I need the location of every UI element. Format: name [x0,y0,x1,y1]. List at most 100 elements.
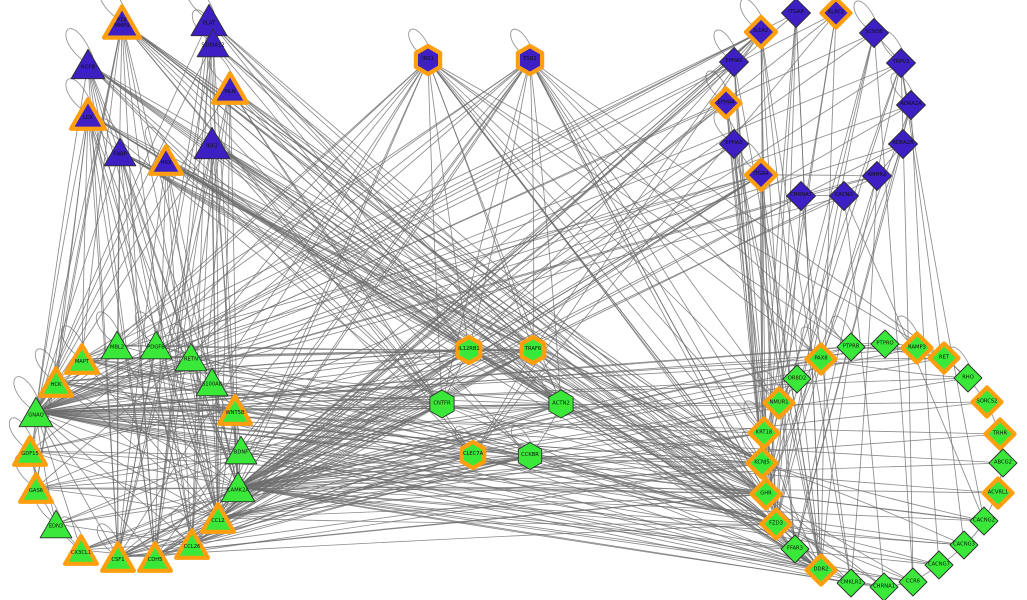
graph-node-esr2[interactable]: ESR2 [510,40,550,80]
edge [121,21,474,456]
graph-node-cmklr1[interactable]: CMKLR1 [834,566,868,600]
graph-node-irs1[interactable]: IRS1 [408,40,448,80]
graph-node-cckbr[interactable]: CCKBR [514,440,547,473]
graph-node-il12rb1[interactable]: IL12RB1 [450,331,488,369]
edge [29,450,219,519]
edge [217,493,767,519]
graph-node-ccr6[interactable]: CCR6 [896,565,930,599]
graph-node-klrf2[interactable]: KLRF2 [815,0,856,34]
edge [795,12,822,571]
edge [60,325,88,360]
edge [820,346,852,571]
edge [165,159,193,545]
edge [35,113,89,413]
edge [237,486,796,550]
edge [154,19,210,558]
edge [890,72,916,106]
edge [240,59,531,451]
graph-node-adra2b[interactable]: ADRA2B [886,127,921,162]
edge [761,462,965,546]
graph-node-igf2[interactable]: IGF2 [192,123,232,163]
edge [95,311,123,346]
edge [80,517,219,551]
graph-node-bdnf[interactable]: BDNF [223,432,259,468]
graph-node-gnaq[interactable]: GNAQ [17,393,55,431]
edge [760,31,796,550]
graph-node-mbl2[interactable]: MBL2 [99,327,135,363]
edge [529,59,822,360]
edge [35,411,985,522]
edge [713,29,739,63]
edge [81,358,562,405]
graph-node-ccl26[interactable]: CCL26 [171,523,213,565]
graph-node-itga8[interactable]: ITGA8 [779,0,814,30]
graph-node-fnbp[interactable]: FNBP [102,134,138,170]
graph-node-clec7a[interactable]: CLEC7A [454,436,492,474]
edge [190,356,777,525]
edge [472,454,822,571]
graph-node-itga4[interactable]: ITGA4 [740,154,782,196]
graph-node-actn2[interactable]: ACTN2 [544,387,578,421]
edge [237,433,1001,488]
edge [532,349,777,525]
edge [775,523,940,566]
graph-node-amhr2[interactable]: AMHR2 [860,159,895,194]
graph-node-cntfr[interactable]: CNTFR [425,387,459,421]
edge [35,411,763,464]
edge [117,42,214,558]
graph-node-epha4[interactable]: EPHA4 [705,82,746,123]
graph-node-s100a12[interactable]: S100A12 [195,25,231,61]
edge [55,381,219,519]
edge [55,113,89,383]
graph-node-hrx[interactable]: HRX [145,139,187,181]
edge [800,537,826,571]
edge [441,403,763,464]
graph-node-gas6[interactable]: GAS6 [15,467,57,509]
edge [472,454,763,464]
edge [843,195,885,588]
edge [35,401,988,413]
graph-node-ptx[interactable]: PTX [117,16,127,24]
edge [65,78,94,115]
graph-node-chrna7[interactable]: CHRNA7 [784,179,819,214]
edge [212,42,219,519]
graph-node-ngfb[interactable]: NGFB [69,45,107,83]
graph-node-lox[interactable]: LOX [66,92,110,136]
edge [725,102,822,571]
edge [87,63,470,351]
edge [529,59,535,351]
edge [760,31,822,571]
graph-node-wnt5b[interactable]: WNT5B [214,389,256,431]
edge [165,159,562,405]
edge [532,31,762,351]
edge [169,323,197,358]
edge [154,455,531,558]
edge [117,455,531,558]
edge [427,59,763,464]
graph-node-cdh5[interactable]: CDH5 [134,536,176,578]
edge [427,59,470,351]
graph-node-trpv3[interactable]: TRPV3 [884,46,919,81]
edge [81,358,443,405]
edge [154,462,763,558]
graph-node-epha5[interactable]: EPHA5 [717,45,752,80]
edge [35,62,902,413]
edge [134,311,162,346]
edge [117,403,443,558]
edge [35,174,762,413]
graph-node-mln[interactable]: MLN [208,66,252,110]
edge [13,376,42,413]
edge [529,59,852,348]
edge [873,32,914,583]
graph-node-cacng[interactable]: CACNG [827,179,862,214]
graph-node-pdgfb[interactable]: PDGFB [138,327,174,363]
edge [775,523,885,588]
edge [910,104,940,566]
graph-node-adra2a[interactable]: ADRA2A [894,88,929,123]
edge [35,411,796,550]
edge [765,493,914,583]
edge [55,349,470,525]
graph-node-traf6[interactable]: TRAF6 [514,331,552,369]
edge [529,59,777,525]
